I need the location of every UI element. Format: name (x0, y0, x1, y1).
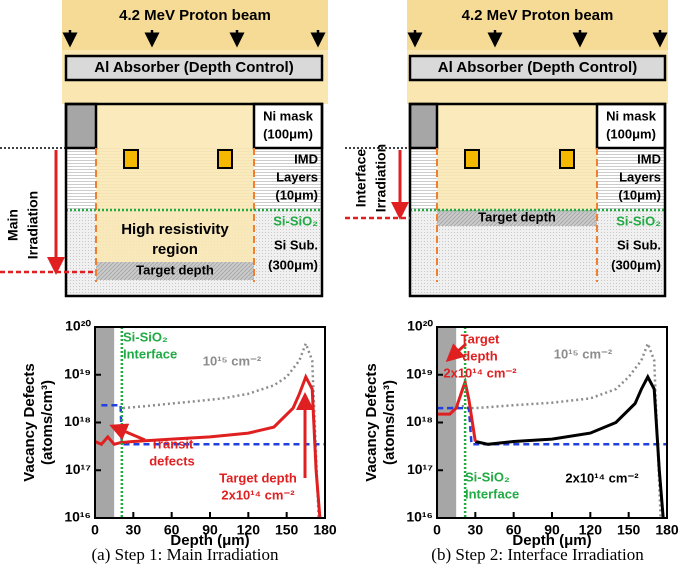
annotation: 2x10¹⁴ cm⁻² (221, 487, 295, 502)
x-tick-label: 30 (468, 522, 484, 538)
ni-mask-label: (100μm) (263, 126, 313, 141)
annotation: Interface (465, 486, 519, 501)
metal-pad (560, 150, 574, 168)
y-tick-label: 10¹⁶ (406, 509, 433, 525)
y-axis-title: (atoms/cm³) (381, 380, 398, 465)
annotation: Interface (123, 346, 177, 361)
imd-label: IMD (637, 151, 661, 166)
figure: 4.2 MeV Proton beam Al Absorber (Depth Co… (0, 0, 686, 567)
y-tick-label: 10¹⁷ (65, 461, 91, 477)
ni-mask-left (66, 104, 96, 148)
annotation: depth (462, 348, 497, 363)
y-tick-label: 10¹⁸ (406, 413, 433, 429)
imd-label: IMD (294, 151, 318, 166)
interface-label: Si-SiO₂ (616, 213, 661, 228)
irradiation-label: Irradiation (373, 144, 389, 212)
imd-label: (10μm) (618, 187, 661, 202)
interface-label: Si-SiO₂ (273, 213, 318, 228)
ni-mask-label: (100μm) (606, 126, 656, 141)
y-axis-title: (atoms/cm³) (39, 380, 56, 465)
ni-mask-left (410, 104, 437, 148)
series-label: 10¹⁵ cm⁻² (203, 353, 262, 368)
ni-mask-label: Ni mask (263, 108, 314, 123)
series-label: 10¹⁵ cm⁻² (554, 346, 613, 361)
irradiation-label: Main (5, 209, 21, 241)
series-label: 2x10¹⁴ cm⁻² (565, 470, 639, 485)
substrate-label: Si Sub. (617, 237, 661, 252)
substrate-label: (300μm) (611, 257, 661, 272)
x-tick-label: 150 (617, 522, 641, 538)
region-label: High resistivity (121, 221, 229, 238)
y-axis-title: Vacancy Defects (363, 363, 380, 481)
beam-region (96, 104, 254, 262)
x-tick-label: 0 (433, 522, 441, 538)
substrate-label: Si Sub. (274, 237, 318, 252)
target-label: Target depth (136, 262, 214, 277)
ni-mask-label: Ni mask (606, 108, 657, 123)
annotation: Si-SiO₂ (123, 329, 168, 344)
x-axis-title: Depth (μm) (512, 532, 591, 549)
irradiation-label: Interface (353, 149, 369, 208)
annotation: Target depth (219, 470, 297, 485)
metal-pad (465, 150, 479, 168)
annotation: defects (149, 453, 195, 468)
imd-label: Layers (276, 169, 318, 184)
imd-label: (10μm) (275, 187, 318, 202)
x-tick-label: 30 (126, 522, 142, 538)
beam-label: 4.2 MeV Proton beam (119, 7, 271, 24)
metal-pad (124, 150, 138, 168)
y-tick-label: 10¹⁸ (64, 413, 91, 429)
annotation: Target (461, 331, 500, 346)
x-tick-label: 180 (313, 522, 337, 538)
y-tick-label: 10¹⁶ (64, 509, 91, 525)
beam-label: 4.2 MeV Proton beam (462, 7, 614, 24)
imd-label: Layers (619, 169, 661, 184)
y-tick-label: 10¹⁹ (64, 365, 91, 381)
target-label: Target depth (478, 209, 556, 224)
y-tick-label: 10¹⁹ (406, 365, 433, 381)
substrate-label: (300μm) (268, 257, 318, 272)
x-axis-title: Depth (μm) (170, 532, 249, 549)
metal-pad (218, 150, 232, 168)
x-tick-label: 0 (91, 522, 99, 538)
x-tick-label: 150 (275, 522, 299, 538)
y-axis-title: Vacancy Defects (21, 363, 38, 481)
absorber-label: Al Absorber (Depth Control) (94, 59, 293, 76)
annotation: Si-SiO₂ (465, 469, 510, 484)
irradiation-label: Irradiation (25, 191, 41, 259)
x-tick-label: 180 (655, 522, 679, 538)
annotation-arrow (112, 426, 145, 440)
y-tick-label: 10²⁰ (407, 318, 433, 334)
annotation: Transit (151, 436, 194, 451)
region-label: region (152, 241, 198, 258)
y-tick-label: 10¹⁷ (407, 461, 433, 477)
y-tick-label: 10²⁰ (65, 318, 91, 334)
absorber-label: Al Absorber (Depth Control) (438, 59, 637, 76)
annotation: 2x10¹⁴ cm⁻² (443, 365, 517, 380)
